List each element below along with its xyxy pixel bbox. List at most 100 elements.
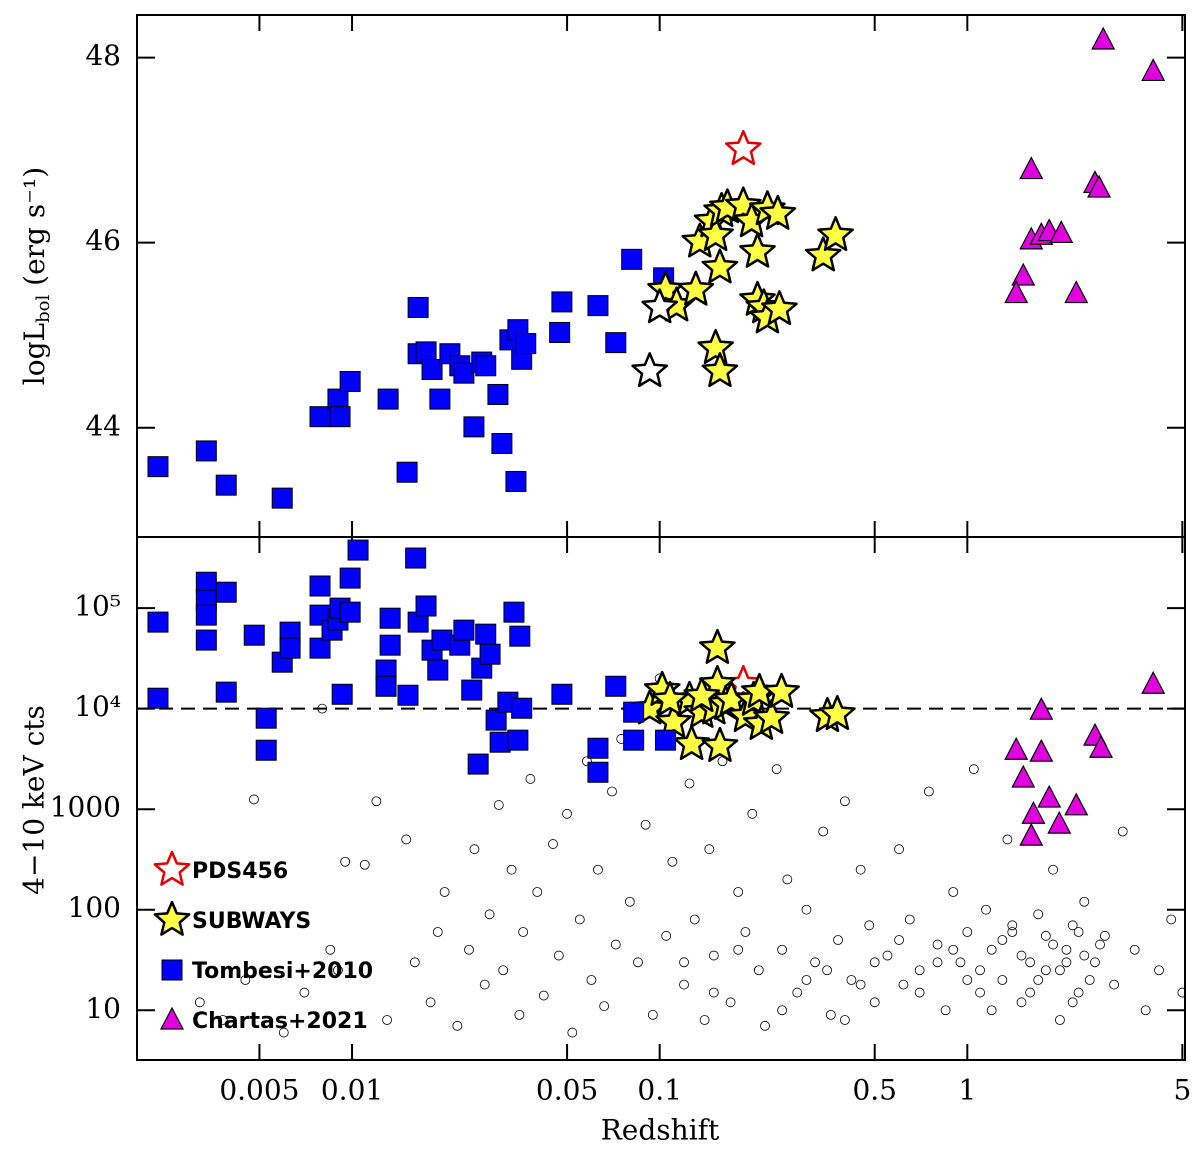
circle-marker xyxy=(923,786,934,797)
plot-area xyxy=(137,539,1185,1038)
circle-marker xyxy=(359,859,370,870)
circle-marker xyxy=(506,864,517,875)
circle-marker xyxy=(704,844,715,855)
circle-marker xyxy=(1002,834,1013,845)
star-marker xyxy=(673,724,710,761)
circle-marker xyxy=(981,904,991,915)
square-marker xyxy=(475,623,497,645)
circle-marker xyxy=(1067,920,1078,931)
circle-marker xyxy=(699,1015,710,1025)
circle-marker xyxy=(801,904,812,915)
y-tick-label: 44 xyxy=(85,409,121,442)
circle-marker xyxy=(661,930,672,941)
star-marker xyxy=(697,328,734,365)
square-marker xyxy=(215,681,237,703)
square-marker xyxy=(487,383,509,405)
circle-marker xyxy=(593,864,603,875)
square-marker xyxy=(215,581,237,603)
circle-marker xyxy=(317,703,328,714)
square-marker xyxy=(255,707,277,729)
circle-marker xyxy=(904,914,915,925)
circle-marker xyxy=(882,950,893,961)
square-marker xyxy=(195,604,217,626)
x-axis-label: Redshift xyxy=(601,1114,720,1147)
circle-marker xyxy=(792,987,803,998)
square-marker xyxy=(551,291,573,313)
circle-marker xyxy=(607,786,617,797)
star-marker xyxy=(701,352,739,388)
circle-marker xyxy=(1129,944,1140,955)
star-marker xyxy=(817,216,854,252)
circle-marker xyxy=(1025,957,1036,968)
square-marker xyxy=(461,679,483,701)
square-marker xyxy=(327,388,349,410)
triangle-marker xyxy=(1011,764,1036,788)
y-tick-label: 10⁴ xyxy=(74,690,121,723)
circle-marker xyxy=(997,935,1008,945)
circle-marker xyxy=(586,975,597,985)
legend-label: SUBWAYS xyxy=(192,909,311,934)
circle-marker xyxy=(518,927,529,937)
circle-marker xyxy=(955,957,966,968)
circle-marker xyxy=(1055,1015,1065,1025)
circle-marker xyxy=(986,944,997,955)
circle-marker xyxy=(1040,965,1051,976)
square-marker xyxy=(215,474,237,496)
triangle-marker xyxy=(1029,696,1054,720)
triangle-marker xyxy=(1087,174,1112,198)
circle-marker xyxy=(948,944,959,955)
triangle-marker xyxy=(1021,800,1046,824)
circle-marker xyxy=(914,987,925,998)
circle-marker xyxy=(1166,914,1177,925)
square-marker xyxy=(551,683,573,705)
circle-marker xyxy=(760,1020,770,1031)
circle-marker xyxy=(325,944,336,955)
circle-marker xyxy=(1109,979,1120,990)
circle-marker xyxy=(684,778,695,789)
circle-marker xyxy=(962,975,973,985)
triangle-marker xyxy=(1141,58,1166,82)
square-marker xyxy=(397,684,419,706)
circle-marker xyxy=(1040,930,1051,941)
star-marker xyxy=(763,672,800,708)
circle-marker xyxy=(833,935,843,945)
circle-marker xyxy=(975,987,985,998)
circle-marker xyxy=(425,997,436,1008)
x-tick-label: 0.01 xyxy=(321,1074,383,1107)
circle-marker xyxy=(1061,957,1072,968)
circle-marker xyxy=(733,944,744,955)
y-tick-label: 48 xyxy=(85,39,121,72)
circle-marker xyxy=(747,808,758,819)
square-marker xyxy=(405,547,427,569)
circle-marker xyxy=(822,965,832,976)
circle-marker xyxy=(1099,930,1110,941)
circle-marker xyxy=(777,944,788,955)
square-marker xyxy=(503,601,525,623)
y-tick-label: 1000 xyxy=(50,791,121,824)
circle-marker xyxy=(708,987,719,998)
triangle-marker xyxy=(1064,792,1089,816)
square-marker xyxy=(147,611,169,633)
square-marker xyxy=(255,739,277,761)
circle-marker xyxy=(1033,909,1044,920)
triangle-marker xyxy=(1091,26,1116,50)
square-marker xyxy=(161,959,183,981)
circle-marker xyxy=(409,957,420,968)
x-tick-label: 1 xyxy=(958,1074,976,1107)
circle-marker xyxy=(217,1015,228,1025)
square-marker xyxy=(467,753,489,775)
star-marker xyxy=(818,694,856,731)
square-marker xyxy=(329,406,351,428)
circle-marker xyxy=(1025,987,1036,998)
circle-marker xyxy=(689,914,700,925)
circle-marker xyxy=(997,975,1008,985)
square-marker xyxy=(489,731,511,753)
circle-marker xyxy=(278,1027,289,1038)
circle-marker xyxy=(624,896,635,907)
square-marker xyxy=(463,416,485,438)
circle-marker xyxy=(740,927,751,937)
y-axis-label: logLbol (erg s⁻¹) xyxy=(18,167,55,385)
square-marker xyxy=(429,388,451,410)
y-tick-label: 10 xyxy=(85,992,121,1025)
triangle-marker xyxy=(1141,670,1166,694)
